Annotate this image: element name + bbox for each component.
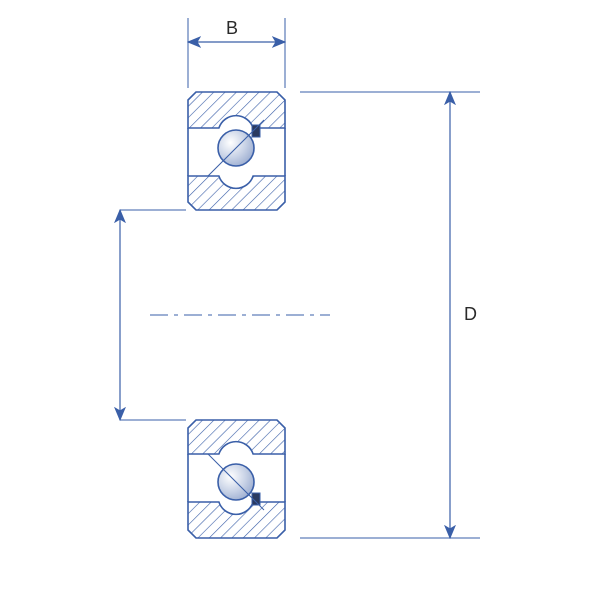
dim-B-label: B — [226, 18, 238, 38]
bearing-body — [150, 92, 330, 538]
dim-D-label: D — [464, 304, 477, 324]
dimension-lines: BD — [120, 18, 480, 538]
bearing-cross-section: BD — [0, 0, 600, 600]
